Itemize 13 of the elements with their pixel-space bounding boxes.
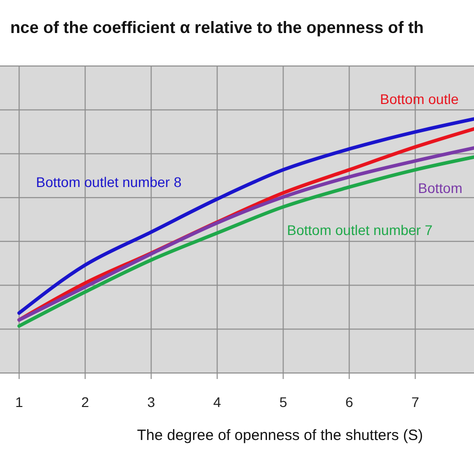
x-tick-label: 1 xyxy=(15,394,24,410)
series-label: Bottom xyxy=(418,180,462,196)
series-label: Bottom outlet number 7 xyxy=(287,222,433,238)
series-label: Bottom outlet number 8 xyxy=(36,174,182,190)
x-tick-label: 2 xyxy=(81,394,90,410)
series-label: Bottom outle xyxy=(380,91,459,107)
chart-title: nce of the coefficient α relative to the openness of th xyxy=(10,19,424,37)
x-tick-label: 5 xyxy=(279,394,288,410)
x-axis-title: The degree of openness of the shutters (S) xyxy=(136,427,424,444)
x-tick-label: 7 xyxy=(411,394,420,410)
x-tick-label: 6 xyxy=(345,394,354,410)
x-tick-label: 4 xyxy=(213,394,222,410)
x-tick-label: 3 xyxy=(147,394,156,410)
